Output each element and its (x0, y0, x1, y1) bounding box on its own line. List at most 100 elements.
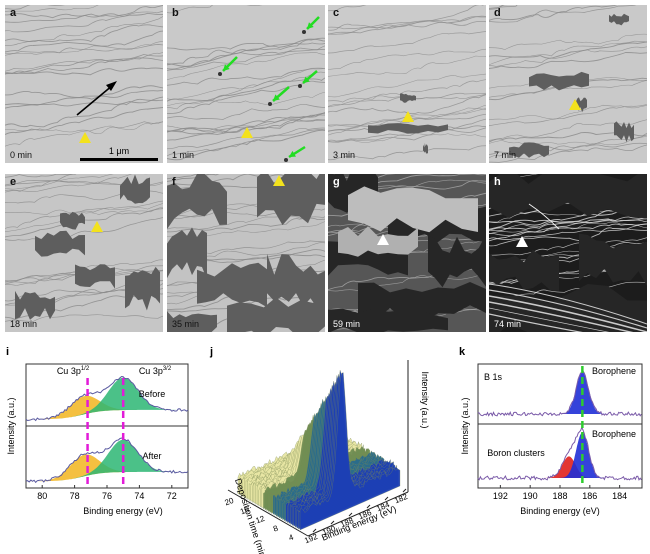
panel-time-label: 1 min (172, 150, 195, 160)
panel-letter-g: g (333, 176, 340, 188)
tracking-triangle-marker (273, 175, 285, 186)
leem-image (328, 174, 486, 332)
chart-k-xlabel: Binding energy (eV) (520, 506, 600, 516)
chart-j-zlabel: Intensity (a.u.) (420, 371, 430, 428)
chart-j-xtick-label: 182 (393, 492, 409, 506)
chart-i-xlabel: Binding energy (eV) (83, 506, 163, 516)
scale-bar-label: 1 μm (109, 146, 129, 156)
chart-k-label-borophene-top: Borophene (592, 366, 636, 376)
panel-letter-a: a (10, 7, 17, 19)
chart-k: 192 190 188 186 184 Binding energy (eV) Inte… (460, 363, 643, 516)
tracking-triangle-marker (516, 236, 528, 247)
chart-i-xtick-label: 72 (167, 491, 177, 501)
leem-panel-f: f 35 min (167, 174, 325, 332)
leem-panel-a: 1 μm a 0 min (5, 5, 163, 163)
chart-k-ylabel: Intensity (a.u.) (460, 397, 470, 454)
chart-i-peak-label-1: Cu 3p1/2 (57, 366, 90, 376)
panel-letter-j: j (209, 346, 213, 358)
tracking-triangle-marker (377, 234, 389, 245)
tracking-triangle-marker (91, 221, 103, 232)
chart-k-spectrum-bottom (477, 426, 642, 481)
direction-arrow (76, 84, 114, 116)
chart-i-xtick-label: 80 (37, 491, 47, 501)
panel-letter-h: h (494, 176, 501, 188)
chart-j-ytick-label: 12 (254, 514, 266, 526)
leem-image (5, 174, 163, 332)
chart-i-peak-label-2: Cu 3p3/2 (139, 366, 172, 376)
chart-j-energy-axis (307, 491, 409, 537)
chart-j-ytick-label: 8 (272, 523, 280, 533)
panel-time-label: 18 min (10, 319, 38, 329)
chart-k-xtick-label: 192 (493, 491, 508, 501)
chart-j-ytick-label: 4 (288, 532, 296, 542)
panel-letter-f: f (172, 176, 176, 188)
leem-image (489, 174, 647, 332)
panel-letter-d: d (494, 7, 501, 19)
green-arrow-3-head (303, 76, 310, 83)
leem-panel-d: d 7 min (489, 5, 647, 163)
chart-i-spectrum-before (25, 375, 189, 422)
chart-i-fit-cu3p32 (26, 377, 188, 420)
panel-letter-e: e (10, 176, 17, 188)
chart-i-xtick-label: 74 (134, 491, 144, 501)
panel-letter-i: i (6, 346, 9, 358)
nucleus-dot (298, 84, 302, 88)
chart-i-ylabel: Intensity (a.u.) (6, 397, 16, 454)
panel-letter-c: c (333, 7, 340, 19)
tracking-triangle-marker (241, 127, 253, 138)
chart-i-spectrum-after (25, 437, 189, 484)
chart-j-xtick-label: 192 (303, 532, 319, 546)
tracking-triangle-marker (569, 99, 581, 110)
chart-j-ytick-label: 20 (223, 496, 235, 508)
chart-k-xtick-label: 186 (582, 491, 597, 501)
chart-i-series-label-before: Before (139, 389, 166, 399)
nucleus-dot (302, 30, 306, 34)
panel-time-label: 7 min (494, 150, 517, 160)
green-arrow-1-head (307, 22, 314, 29)
panel-time-label: 35 min (172, 319, 200, 329)
chart-k-label-boron-clusters: Boron clusters (487, 448, 545, 458)
panel-time-label: 3 min (333, 150, 356, 160)
leem-panel-g: g 59 min (328, 174, 486, 332)
chart-k-core-level: B 1s (484, 372, 503, 382)
panel-letter-b: b (172, 7, 179, 19)
leem-panel-e: e 18 min (5, 174, 163, 332)
chart-j-time-axis (227, 489, 309, 537)
nucleus-dot (268, 102, 272, 106)
tracking-triangle-marker (402, 111, 414, 122)
leem-panel-c: c 3 min (328, 5, 486, 163)
leem-image (167, 5, 325, 163)
chart-i-xtick-label: 76 (102, 491, 112, 501)
leem-image (489, 5, 647, 163)
tracking-triangle-marker (79, 132, 91, 143)
chart-j-slice (299, 372, 401, 531)
chart-k-fit-borophene-top (537, 372, 613, 414)
chart-k-xtick-label: 184 (612, 491, 627, 501)
nucleus-dot (284, 158, 288, 162)
chart-k-xtick-label: 190 (523, 491, 538, 501)
panel-time-label: 59 min (333, 319, 361, 329)
green-arrow-5-head (289, 150, 296, 157)
xps-figure: i j k 80 78 76 74 72 Binding energy (eV) Int… (6, 346, 643, 554)
chart-i-xtick-label: 78 (70, 491, 80, 501)
chart-k-xtick-label: 188 (552, 491, 567, 501)
scale-bar (80, 158, 158, 161)
chart-i-fit-cu3p32 (26, 439, 188, 482)
panel-letter-k: k (459, 346, 466, 358)
chart-k-fit-borophene-bottom (537, 432, 613, 478)
leem-image (328, 5, 486, 163)
panel-time-label: 0 min (10, 150, 33, 160)
green-arrow-4-head (273, 94, 280, 101)
leem-image (167, 174, 325, 332)
leem-panel-b: b 1 min (167, 5, 325, 163)
direction-arrow-head (106, 81, 117, 91)
chart-k-spectrum-top (477, 370, 642, 417)
chart-j-ytick-label: 16 (239, 505, 251, 517)
panel-time-label: 74 min (494, 319, 522, 329)
chart-i-series-label-after: After (142, 451, 161, 461)
leem-panel-h: h 74 min (489, 174, 647, 332)
chart-k-label-borophene-bottom: Borophene (592, 429, 636, 439)
green-arrow-2-head (223, 64, 230, 71)
leem-image: 1 μm (5, 5, 163, 163)
